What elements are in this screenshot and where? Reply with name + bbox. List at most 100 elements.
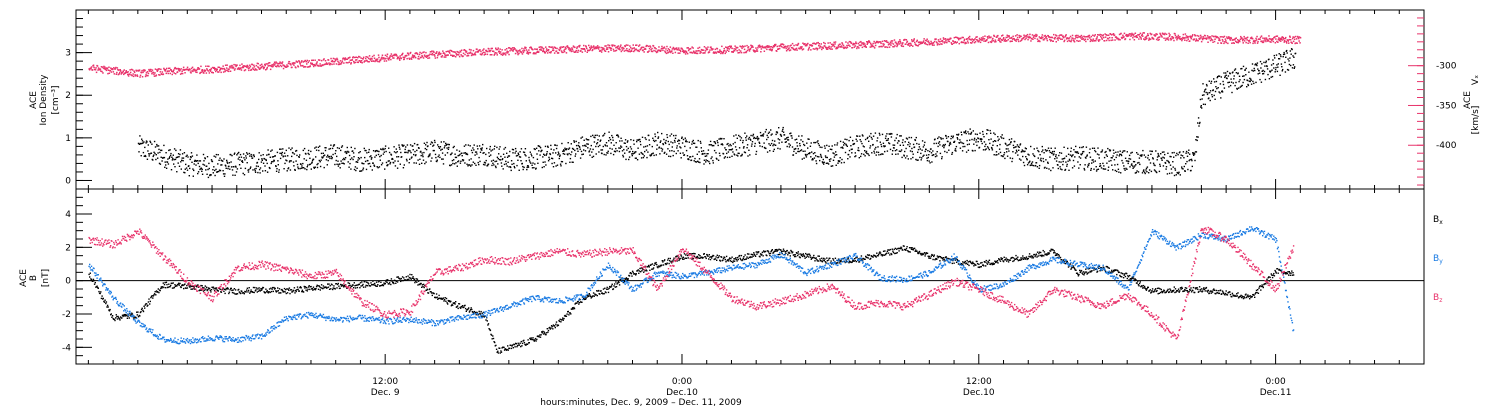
velocity-point (177, 67, 179, 70)
density-point (1083, 169, 1086, 171)
velocity-point (408, 58, 411, 60)
density-point (772, 150, 775, 152)
velocity-point (472, 49, 475, 52)
velocity-point (830, 46, 832, 48)
density-point (1241, 67, 1243, 70)
velocity-point (103, 65, 105, 68)
velocity-point (734, 45, 736, 47)
velocity-point (1231, 42, 1233, 44)
velocity-point (388, 59, 390, 61)
density-point (1185, 163, 1187, 165)
density-point (900, 149, 903, 151)
density-point (1208, 80, 1210, 82)
density-point (1144, 171, 1146, 173)
density-point (1137, 171, 1140, 173)
velocity-point (685, 50, 687, 53)
density-point (1084, 164, 1086, 166)
density-point (904, 150, 906, 153)
velocity-point (1232, 39, 1234, 41)
density-point (783, 134, 786, 136)
density-point (677, 150, 679, 152)
velocity-point (217, 66, 219, 68)
velocity-point (575, 51, 577, 53)
density-point (426, 141, 428, 144)
velocity-point (244, 69, 247, 71)
density-point (953, 141, 955, 143)
density-point (937, 145, 939, 148)
velocity-point (1128, 33, 1131, 35)
velocity-point (873, 40, 875, 43)
density-point (876, 151, 878, 153)
density-point (489, 148, 491, 150)
density-point (1293, 56, 1295, 58)
velocity-point (159, 74, 161, 76)
density-point (618, 147, 620, 149)
density-point (1099, 165, 1102, 167)
velocity-point (438, 52, 440, 54)
density-point (502, 168, 504, 170)
density-point (558, 157, 560, 160)
velocity-point (476, 48, 478, 50)
velocity-point (930, 42, 933, 44)
velocity-point (994, 41, 996, 43)
density-point (1158, 170, 1161, 173)
velocity-point (687, 49, 690, 52)
velocity-point (496, 54, 498, 56)
density-point (1105, 154, 1108, 156)
density-point (1275, 66, 1277, 69)
velocity-point (833, 41, 835, 44)
density-point (1014, 140, 1016, 143)
velocity-point (127, 75, 130, 77)
velocity-point (184, 72, 186, 74)
velocity-point (161, 71, 164, 73)
velocity-point (880, 42, 882, 45)
density-point (675, 152, 677, 155)
density-point (909, 150, 912, 152)
velocity-point (265, 69, 267, 71)
density-point (1037, 157, 1039, 159)
velocity-point (1095, 40, 1097, 42)
density-point (203, 164, 206, 166)
velocity-point (412, 55, 414, 58)
velocity-point (344, 59, 346, 61)
velocity-point (452, 55, 454, 57)
density-point (1249, 80, 1251, 83)
velocity-point (804, 43, 806, 45)
density-point (851, 148, 853, 150)
density-point (977, 137, 979, 139)
velocity-point (628, 48, 631, 51)
velocity-point (322, 64, 324, 66)
density-point (258, 158, 260, 161)
density-point (329, 157, 331, 160)
velocity-point (827, 46, 830, 49)
velocity-point (466, 52, 469, 55)
density-point (635, 157, 637, 159)
density-point (268, 153, 270, 156)
density-point (848, 149, 851, 152)
density-point (464, 162, 466, 164)
density-point (160, 156, 162, 158)
velocity-point (125, 71, 127, 74)
density-point (1205, 83, 1208, 86)
density-point (841, 146, 844, 148)
velocity-point (374, 60, 376, 63)
velocity-point (223, 67, 225, 70)
velocity-point (549, 46, 551, 48)
velocity-point (881, 40, 884, 43)
density-point (330, 155, 332, 158)
velocity-point (698, 50, 700, 52)
density-point (1124, 169, 1126, 171)
velocity-point (1035, 35, 1038, 38)
density-point (990, 132, 992, 134)
density-point (1278, 53, 1280, 55)
density-point (196, 160, 198, 162)
velocity-point (1007, 38, 1009, 41)
density-point (588, 151, 590, 153)
density-point (897, 153, 899, 155)
density-point (1079, 146, 1081, 149)
density-point (1204, 89, 1206, 91)
density-point (229, 168, 231, 170)
density-point (1248, 71, 1250, 73)
density-point (412, 149, 414, 151)
density-point (593, 141, 596, 143)
